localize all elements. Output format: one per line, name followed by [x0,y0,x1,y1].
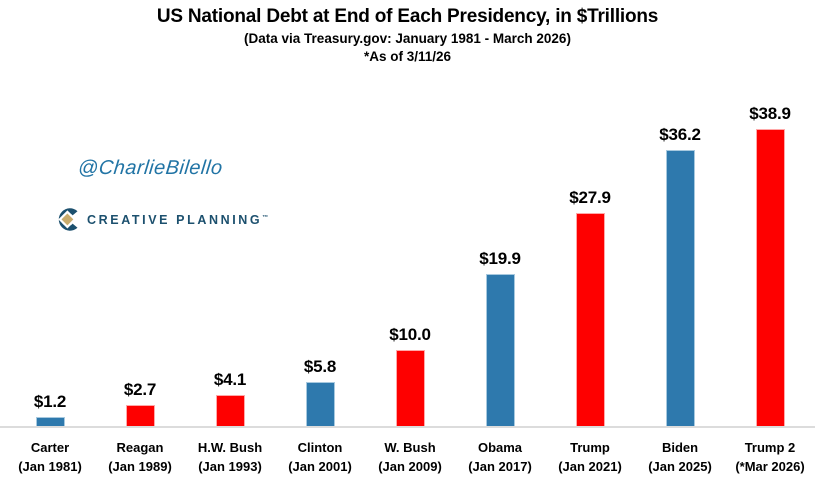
x-axis-label-w-bush: W. Bush(Jan 2009) [365,438,455,476]
bar-value-label-obama: $19.9 [479,249,521,269]
bar-column-reagan: $2.7 [95,0,185,426]
bar-column-w-bush: $10.0 [365,0,455,426]
x-axis-label-date: (Jan 2021) [545,457,635,476]
x-axis-label-date: (Jan 1993) [185,457,275,476]
bar-column-biden: $36.2 [635,0,725,426]
bar-column-clinton: $5.8 [275,0,365,426]
x-axis-line [0,426,815,428]
x-axis-label-name: Obama [455,438,545,457]
bar-value-label-trump-2: $38.9 [749,104,791,124]
x-axis-label-obama: Obama(Jan 2017) [455,438,545,476]
x-axis-label-trump-2: Trump 2(*Mar 2026) [725,438,815,476]
bar-column-obama: $19.9 [455,0,545,426]
x-axis-label-reagan: Reagan(Jan 1989) [95,438,185,476]
x-axis-label-name: Carter [5,438,95,457]
x-axis-label-date: (Jan 1981) [5,457,95,476]
x-axis-label-name: Trump [545,438,635,457]
x-axis-label-biden: Biden(Jan 2025) [635,438,725,476]
x-axis-label-name: Clinton [275,438,365,457]
x-axis-label-date: (Jan 2025) [635,457,725,476]
bar-value-label-clinton: $5.8 [304,357,336,377]
x-axis-label-carter: Carter(Jan 1981) [5,438,95,476]
bar-clinton [306,382,335,426]
bar-carter [36,417,65,426]
x-axis-label-name: Reagan [95,438,185,457]
x-axis-label-date: (*Mar 2026) [725,457,815,476]
bar-biden [666,150,695,426]
bar-h-w-bush [216,395,245,426]
x-axis-label-date: (Jan 2009) [365,457,455,476]
bar-value-label-carter: $1.2 [34,392,66,412]
bar-value-label-biden: $36.2 [659,125,701,145]
x-axis-label-date: (Jan 2017) [455,457,545,476]
bar-obama [486,274,515,426]
x-axis-label-name: W. Bush [365,438,455,457]
x-axis-label-name: Trump 2 [725,438,815,457]
x-axis-label-name: Biden [635,438,725,457]
plot-area: $1.2 $2.7 $4.1 $5.8 $10.0 $19.9 $27.9 $36.2 $38.… [5,0,815,426]
bar-column-carter: $1.2 [5,0,95,426]
bar-column-trump: $27.9 [545,0,635,426]
chart-canvas: US National Debt at End of Each Presiden… [0,0,815,481]
bar-w-bush [396,350,425,426]
x-axis-label-h-w-bush: H.W. Bush(Jan 1993) [185,438,275,476]
bar-value-label-h-w-bush: $4.1 [214,370,246,390]
bar-value-label-reagan: $2.7 [124,380,156,400]
bar-trump [576,213,605,426]
x-axis-label-date: (Jan 1989) [95,457,185,476]
bar-value-label-w-bush: $10.0 [389,325,431,345]
x-axis-label-trump: Trump(Jan 2021) [545,438,635,476]
bar-value-label-trump: $27.9 [569,188,611,208]
bar-column-trump-2: $38.9 [725,0,815,426]
bar-column-h-w-bush: $4.1 [185,0,275,426]
bar-reagan [126,405,155,426]
x-axis-label-name: H.W. Bush [185,438,275,457]
bar-trump-2 [756,129,785,426]
x-axis-label-date: (Jan 2001) [275,457,365,476]
x-axis-labels: Carter(Jan 1981)Reagan(Jan 1989)H.W. Bus… [5,438,815,476]
x-axis-label-clinton: Clinton(Jan 2001) [275,438,365,476]
